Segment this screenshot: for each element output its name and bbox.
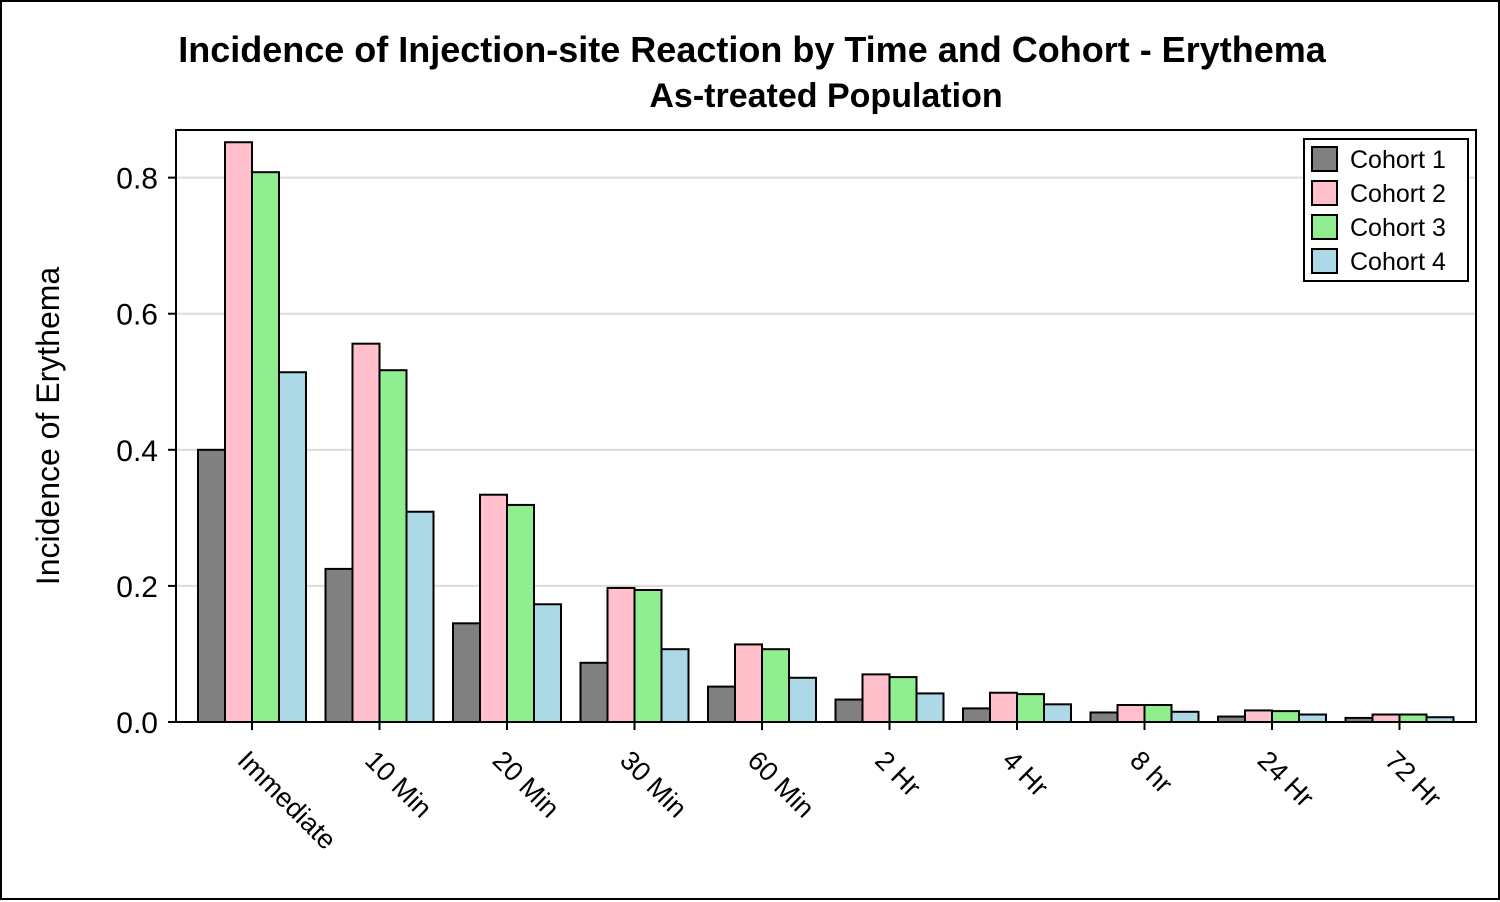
bar-cohort-1-3 (579, 661, 609, 723)
legend-swatch (1311, 146, 1338, 172)
bar-cohort-4-4 (788, 676, 817, 724)
bar-cohort-3-5 (888, 676, 918, 724)
chart-subtitle: As-treated Population (649, 77, 1002, 115)
y-tick-label: 0.2 (116, 571, 158, 604)
bar-cohort-2-8 (1244, 709, 1273, 724)
x-tick-label: 8 hr (1124, 745, 1178, 799)
bar-cohort-3-4 (761, 648, 790, 723)
y-tick-label: 0.8 (116, 163, 158, 196)
bar-cohort-1-0 (197, 448, 226, 723)
x-tick-label: 4 Hr (997, 745, 1054, 802)
chart-title: Incidence of Injection-site Reaction by … (178, 29, 1327, 70)
bar-cohort-1-7 (1089, 711, 1119, 724)
legend-swatch (1311, 248, 1338, 274)
x-tick-label: 10 Min (359, 745, 438, 824)
bar-cohort-3-1 (378, 369, 408, 723)
bar-cohort-2-1 (351, 342, 381, 723)
bar-cohort-4-1 (405, 510, 435, 724)
y-axis-ticks: 0.0 0.2 0.4 0.6 0.8 (116, 163, 176, 740)
bar-cohort-2-7 (1116, 703, 1146, 724)
bar-cohort-4-5 (915, 692, 945, 724)
bar-cohort-3-6 (1016, 693, 1045, 723)
legend-label: Cohort 1 (1350, 146, 1446, 174)
bar-cohort-3-3 (633, 588, 663, 723)
legend-swatch (1311, 214, 1338, 240)
bar-cohort-2-6 (989, 691, 1018, 724)
bar-cohort-4-7 (1170, 710, 1200, 723)
plot-frame (175, 129, 1477, 723)
y-axis-label: Incidence of Erythema (30, 267, 66, 586)
bar-cohort-3-9 (1398, 713, 1428, 724)
legend-label: Cohort 4 (1350, 248, 1446, 276)
y-tick-label: 0.6 (116, 299, 158, 332)
bar-cohort-2-4 (734, 643, 763, 724)
x-axis-ticks: Immediate 10 Min 20 Min 30 Min 60 Min 2 Hr 4 H… (232, 722, 1447, 855)
legend-label: Cohort 2 (1350, 180, 1446, 208)
x-tick-label: 20 Min (487, 745, 566, 824)
y-tick-label: 0.4 (116, 435, 158, 468)
bar-cohort-2-2 (479, 493, 508, 723)
bars (197, 141, 1455, 724)
x-tick-label: Immediate (232, 745, 342, 855)
legend-label: Cohort 3 (1350, 214, 1446, 242)
x-tick-label: 30 Min (614, 745, 693, 824)
bar-cohort-1-2 (452, 622, 481, 723)
bar-cohort-4-6 (1043, 703, 1072, 723)
x-tick-label: 24 Hr (1252, 745, 1320, 813)
bar-cohort-2-3 (606, 586, 636, 723)
bar-cohort-1-1 (324, 567, 354, 723)
x-tick-label: 60 Min (742, 745, 821, 824)
legend: Cohort 1 Cohort 2 Cohort 3 Cohort 4 (1303, 138, 1469, 282)
bar-cohort-4-3 (660, 648, 690, 723)
y-tick-label: 0.0 (116, 707, 158, 740)
bar-cohort-1-6 (962, 707, 991, 724)
bar-cohort-1-5 (834, 698, 864, 723)
bar-cohort-2-0 (224, 141, 253, 723)
x-tick-label: 2 Hr (869, 745, 926, 802)
bar-cohort-3-7 (1143, 703, 1173, 724)
bar-cohort-4-0 (278, 371, 307, 723)
bar-cohort-3-0 (251, 171, 280, 724)
bar-cohort-1-4 (707, 685, 736, 723)
bar-cohort-2-5 (861, 673, 891, 723)
bar-cohort-4-2 (533, 603, 562, 723)
bar-cohort-3-8 (1271, 710, 1300, 724)
bar-cohort-2-9 (1371, 713, 1401, 724)
x-tick-label: 72 Hr (1379, 745, 1447, 813)
bar-cohort-4-8 (1298, 713, 1327, 724)
legend-swatch (1311, 180, 1338, 206)
bar-cohort-3-2 (506, 503, 535, 723)
